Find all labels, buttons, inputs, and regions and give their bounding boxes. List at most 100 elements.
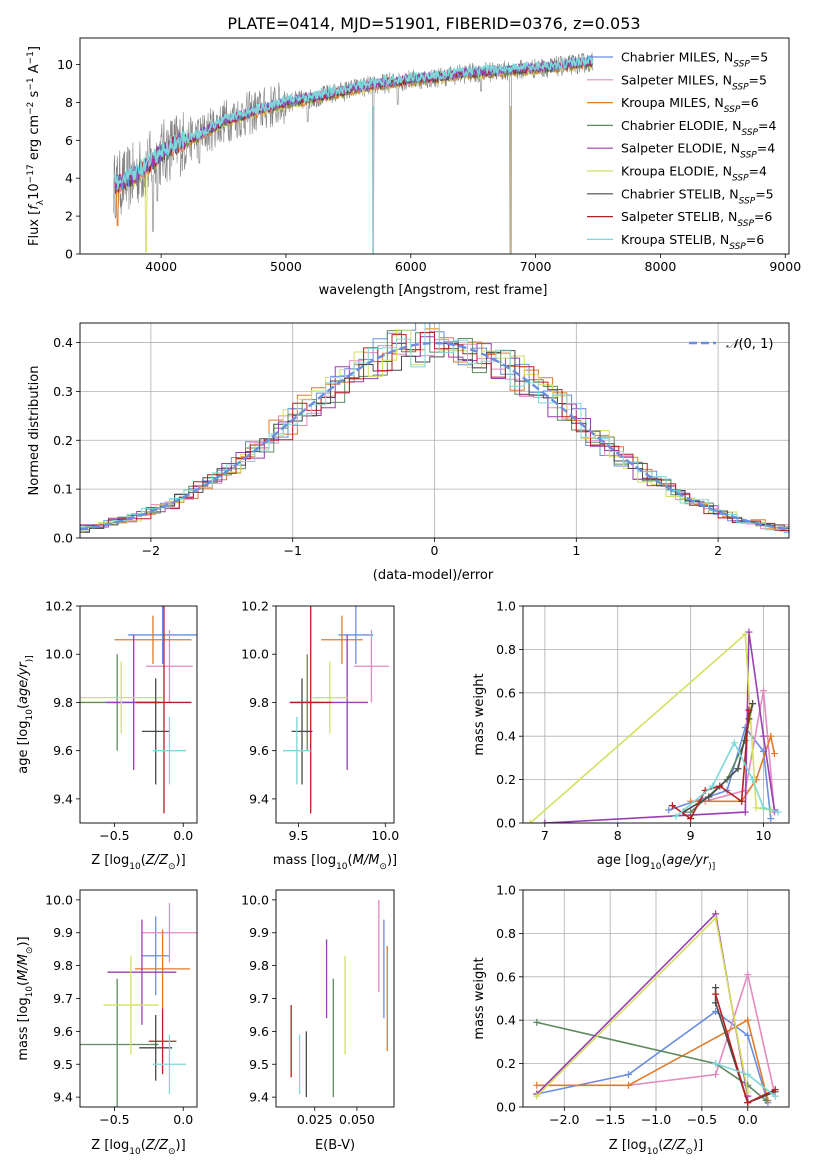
x-tick-label: 2 xyxy=(714,543,722,558)
normal-curve xyxy=(80,341,789,531)
chart-residuals: −2 −1 0 1 2 0.0 0.1 0.2 0.3 0.4 𝒩(0, 1) (data-model… xyxy=(27,322,790,583)
y-tick-label: 9.8 xyxy=(53,695,73,710)
x-tick-label: 7000 xyxy=(520,259,552,274)
x-tick-label: 6000 xyxy=(395,259,427,274)
x-axis-label: Z [log10(Z/Z⊙)] xyxy=(91,853,185,872)
y-axis-label: mass weight xyxy=(472,957,487,1039)
y-tick-label: 9.6 xyxy=(53,1024,73,1039)
x-axis-label: Z [log10(Z/Z⊙)] xyxy=(91,1138,185,1157)
x-axis-label: Z [log10(Z/Z⊙)] xyxy=(609,1138,703,1157)
x-tick-label: 0.0 xyxy=(173,828,193,843)
y-tick-label: 9.4 xyxy=(53,791,73,806)
axes-frame xyxy=(79,322,790,539)
data-marker xyxy=(749,776,757,784)
chart-weight-vs-Z: −2.0 −1.5 −1.0 −0.5 0.0 0.0 0.2 0.4 0.6 0.8 1.0 Z [… xyxy=(472,883,790,1157)
data-marker xyxy=(759,732,767,740)
data-marker xyxy=(771,1092,779,1100)
legend-entry: Chabrier ELODIE, NSSP=4 xyxy=(621,118,776,138)
x-axis-label: E(B-V) xyxy=(315,1138,355,1153)
x-tick-label: 4000 xyxy=(145,259,177,274)
weight-series xyxy=(529,632,771,823)
chart-age-vs-mass: 9.5 10.0 9.4 9.6 9.8 10.0 10.2 mass [log10(M/M⊙… xyxy=(241,599,399,873)
weight-series xyxy=(671,710,750,820)
weight-series xyxy=(704,690,776,813)
legend-entry: Chabrier STELIB, NSSP=5 xyxy=(621,186,774,206)
y-tick-label: 9.6 xyxy=(53,743,73,758)
data-marker xyxy=(734,765,742,773)
legend-entry: Salpeter MILES, NSSP=5 xyxy=(621,72,767,92)
y-tick-label: 10.2 xyxy=(241,599,269,614)
y-tick-label: 0 xyxy=(65,247,73,262)
plot-area xyxy=(290,899,388,1098)
data-marker xyxy=(745,706,753,714)
x-tick-label: 8 xyxy=(614,828,622,843)
y-tick-label: 0.3 xyxy=(53,384,73,399)
x-tick-label: −1 xyxy=(283,543,301,558)
x-tick-label: 10.0 xyxy=(371,828,399,843)
histogram-series xyxy=(80,332,789,532)
data-marker xyxy=(716,782,724,790)
x-tick-label: 0.0 xyxy=(738,1112,758,1127)
x-tick-label: 8000 xyxy=(645,259,677,274)
y-tick-label: 0.4 xyxy=(53,335,73,350)
x-tick-label: 9000 xyxy=(769,259,801,274)
data-marker xyxy=(762,1096,770,1104)
y-axis-label: mass [log10(M/M⊙)] xyxy=(16,936,35,1060)
y-tick-label: 10.0 xyxy=(241,647,269,662)
data-marker xyxy=(705,793,713,801)
plot-area xyxy=(282,606,389,814)
x-tick-label: 5000 xyxy=(270,259,302,274)
plot-area xyxy=(533,910,779,1107)
data-marker xyxy=(767,732,775,740)
data-marker xyxy=(767,815,775,823)
y-tick-label: 10.2 xyxy=(45,599,73,614)
y-tick-label: 1.0 xyxy=(496,599,516,614)
legend-entry: Salpeter STELIB, NSSP=6 xyxy=(621,209,772,229)
y-tick-label: 6 xyxy=(65,133,73,148)
data-marker xyxy=(759,687,767,695)
axes-frame xyxy=(275,605,395,824)
y-tick-label: 10.0 xyxy=(241,892,269,907)
legend-entry: Kroupa ELODIE, NSSP=4 xyxy=(621,164,767,184)
data-marker xyxy=(624,1070,632,1078)
data-marker xyxy=(712,984,720,992)
x-tick-label: 9 xyxy=(687,828,695,843)
axes-frame xyxy=(79,889,198,1108)
data-marker xyxy=(712,990,720,998)
legend-entry: Kroupa MILES, NSSP=6 xyxy=(621,95,759,115)
y-tick-label: 1.0 xyxy=(496,883,516,898)
data-marker xyxy=(741,808,749,816)
chart-spectrum: 4000 5000 6000 7000 8000 9000 0 2 4 6 8 10 Chabrier … xyxy=(26,37,801,298)
data-marker xyxy=(708,782,716,790)
y-tick-label: 8 xyxy=(65,95,73,110)
data-marker xyxy=(712,914,720,922)
data-marker xyxy=(730,739,738,747)
x-tick-label: −2.0 xyxy=(549,1112,579,1127)
data-marker xyxy=(744,1016,752,1024)
data-marker xyxy=(774,808,782,816)
y-tick-label: 10 xyxy=(57,57,73,72)
chart-mass-vs-Z: −0.5 0.0 9.4 9.5 9.6 9.7 9.8 9.9 10.0 Z [log10(Z/… xyxy=(16,889,198,1157)
x-axis-label: wavelength [Angstrom, rest frame] xyxy=(319,283,548,298)
y-axis-label: Normed distribution xyxy=(27,366,42,496)
legend-entry: Salpeter ELODIE, NSSP=4 xyxy=(621,141,775,161)
model-spectrum xyxy=(114,58,594,192)
data-marker xyxy=(752,804,760,812)
plot-area xyxy=(80,903,197,1107)
weight-series xyxy=(544,631,776,823)
data-marker xyxy=(741,630,749,638)
y-axis-label: age [log10(age/yr)] xyxy=(16,655,35,773)
x-tick-label: 0 xyxy=(431,543,439,558)
y-tick-label: 0.2 xyxy=(496,772,516,787)
y-tick-label: 9.6 xyxy=(249,743,269,758)
axes-frame xyxy=(79,37,790,255)
y-tick-label: 0.2 xyxy=(53,433,73,448)
data-marker xyxy=(712,1070,720,1078)
y-tick-label: 9.5 xyxy=(53,1057,73,1072)
y-tick-label: 9.6 xyxy=(249,1024,269,1039)
y-tick-label: 10.0 xyxy=(45,647,73,662)
model-spectrum xyxy=(114,55,594,191)
y-tick-label: 0.4 xyxy=(496,1013,516,1028)
axes-frame xyxy=(79,605,198,824)
